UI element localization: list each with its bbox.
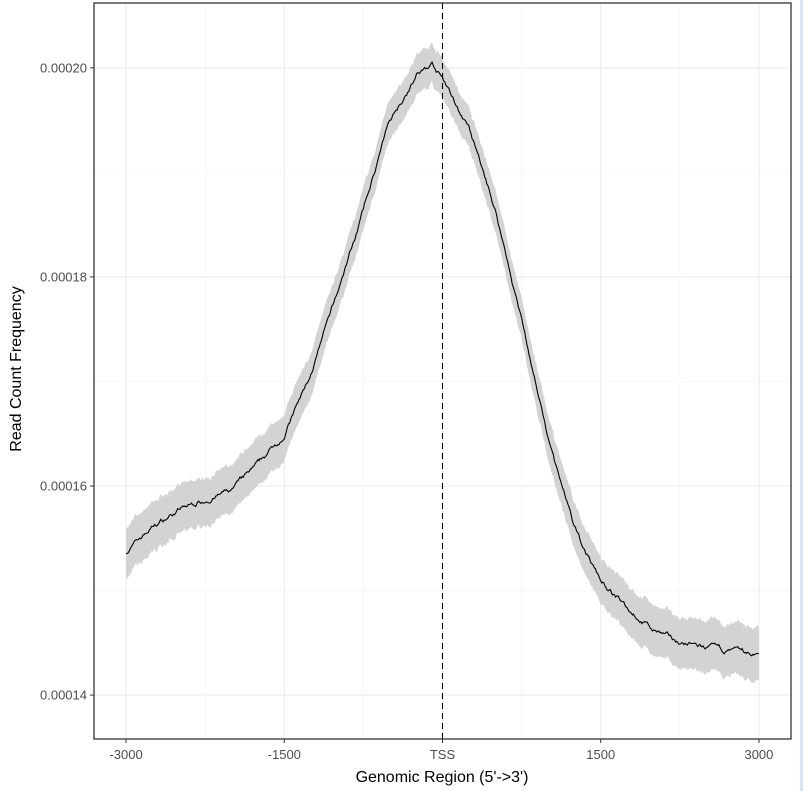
x-tick-label: 1500 [586,747,615,762]
y-axis-title: Read Count Frequency [8,286,25,451]
x-tick-label: -3000 [109,747,142,762]
mean-line [125,61,760,657]
x-tick-label: -1500 [268,747,301,762]
x-tick-label: 3000 [744,747,773,762]
x-axis: -3000 -1500 TSS 1500 3000 [109,739,773,762]
y-tick-label: 0.00016 [40,479,87,494]
y-tick-label: 0.00014 [40,688,87,703]
x-axis-title: Genomic Region (5'->3') [356,769,529,786]
y-tick-label: 0.00018 [40,269,87,284]
y-tick-label: 0.00020 [40,60,87,75]
confidence-ribbon [126,42,759,684]
x-tick-label: TSS [430,747,456,762]
y-axis: 0.00014 0.00016 0.00018 0.00020 [40,60,94,703]
window-edge [800,0,803,791]
